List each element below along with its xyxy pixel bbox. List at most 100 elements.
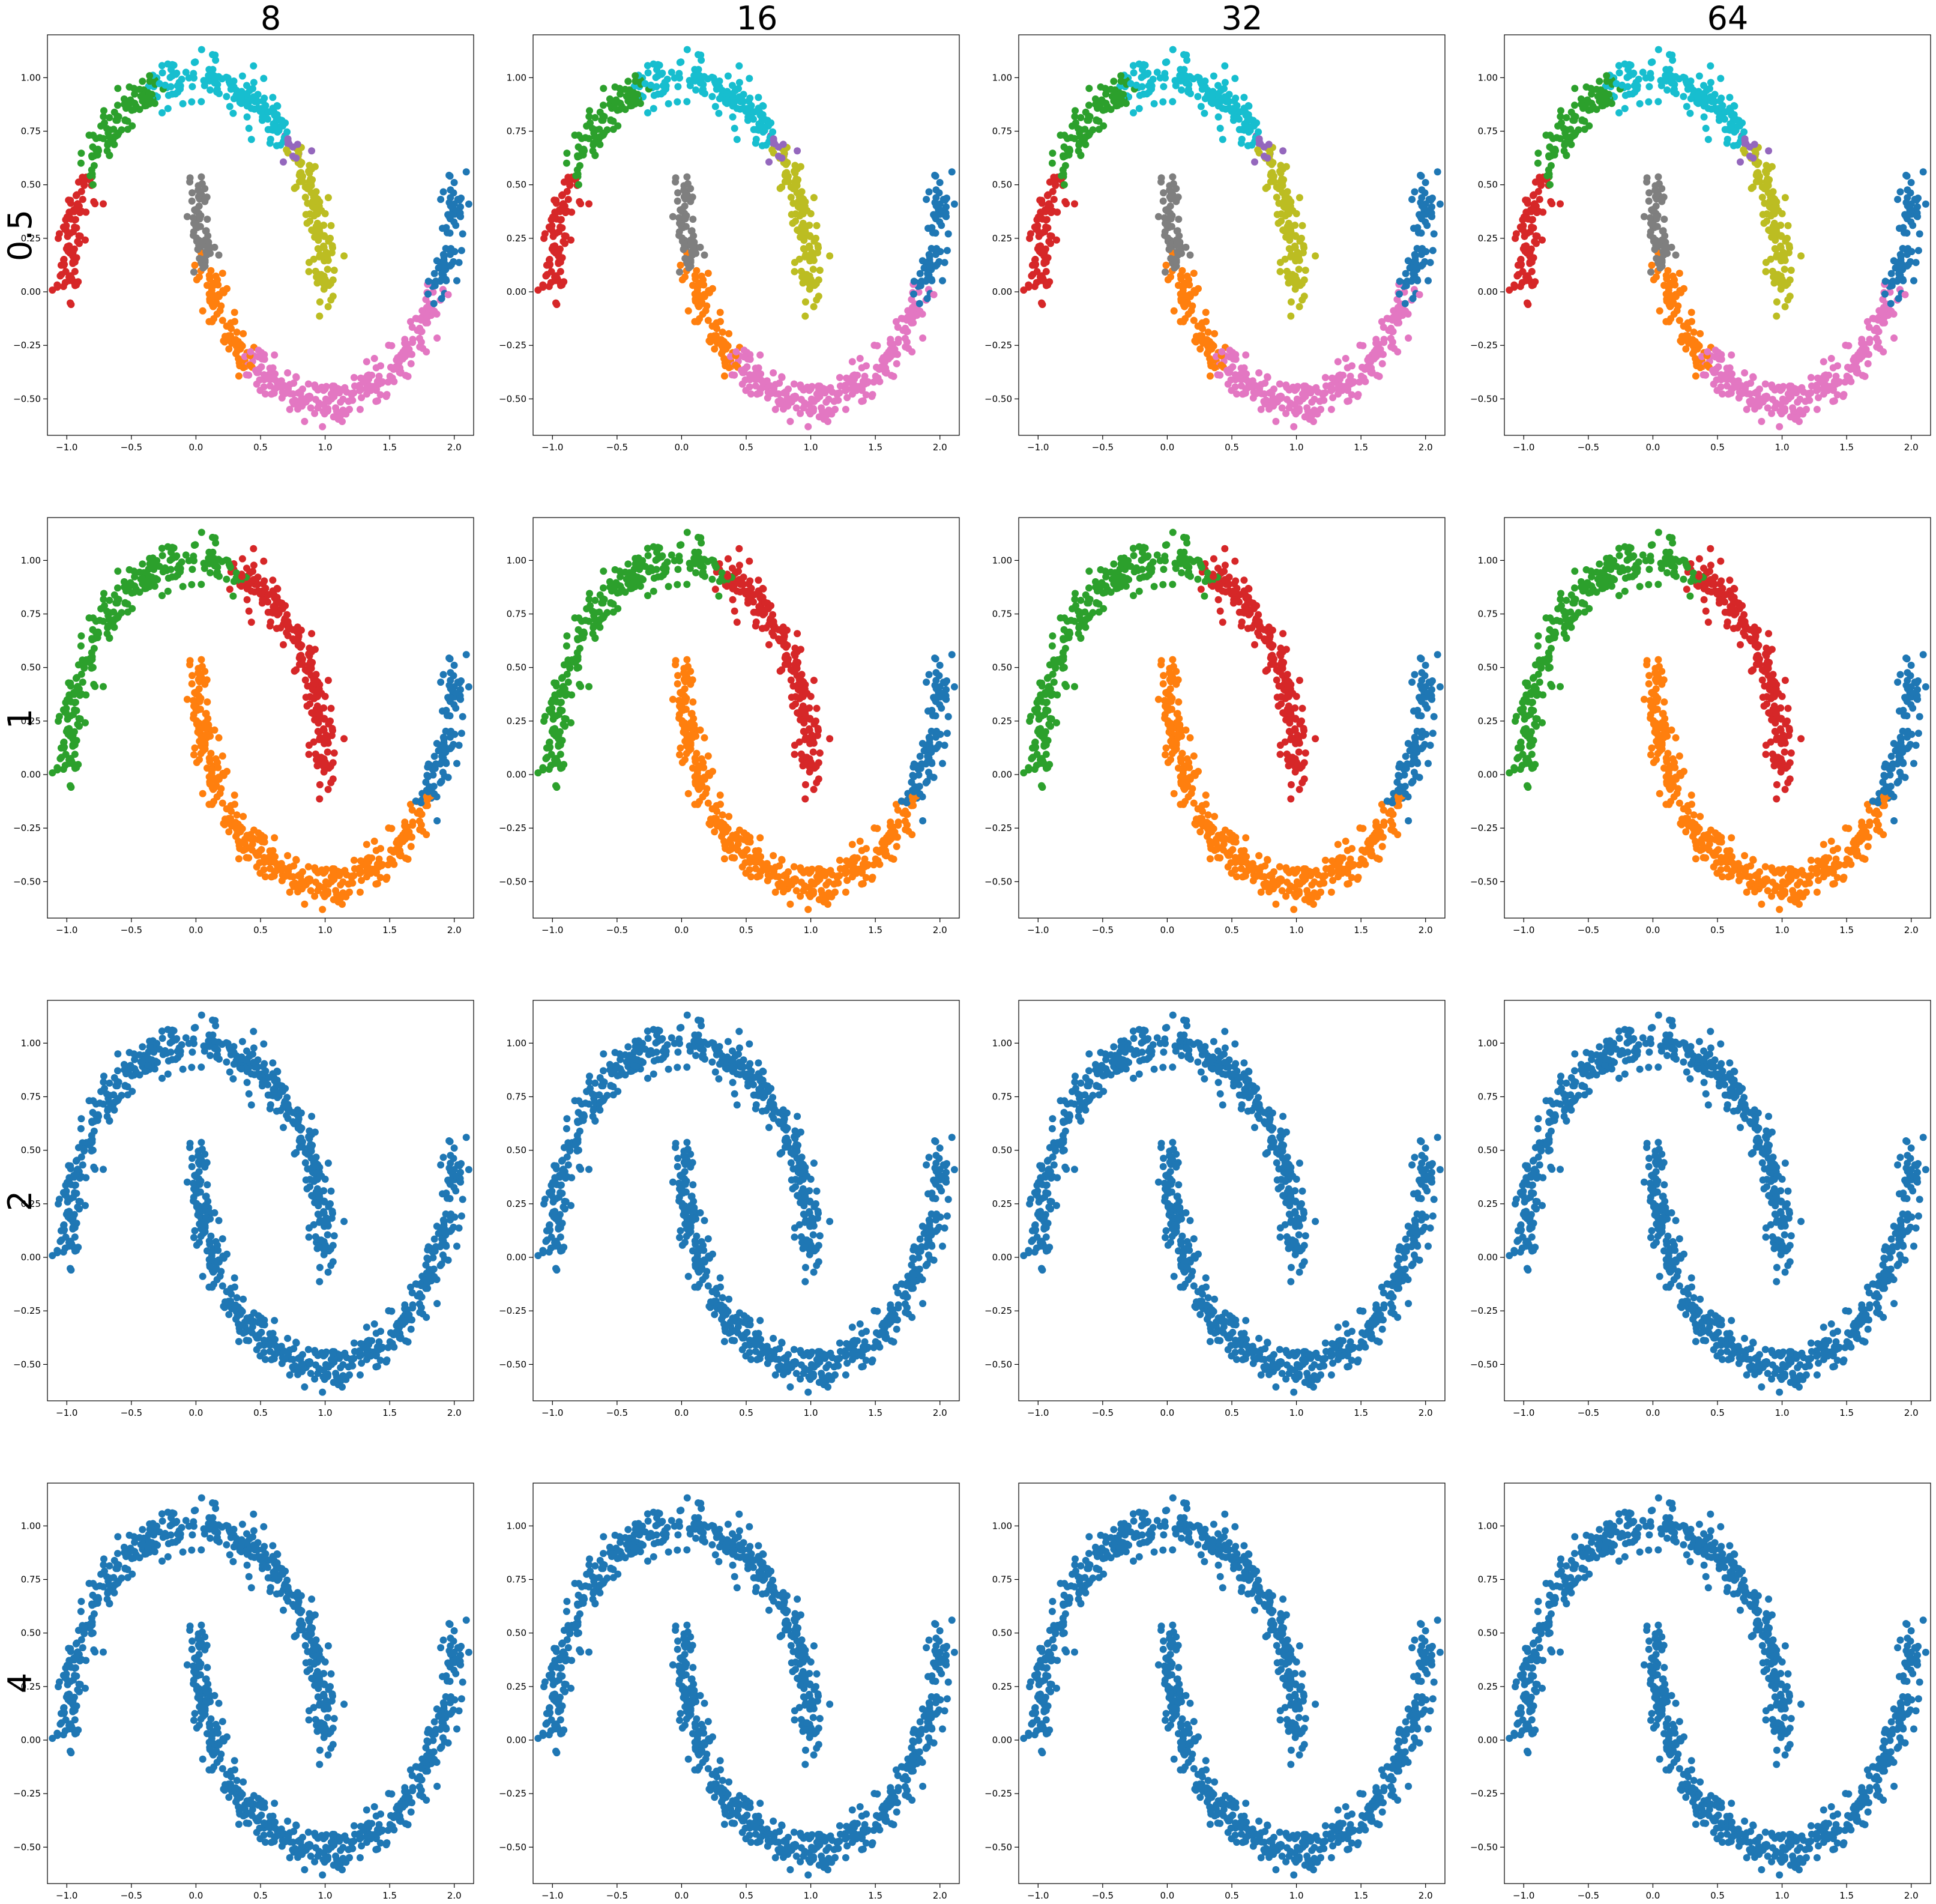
scatter-point	[1763, 162, 1770, 169]
scatter-point	[777, 396, 785, 404]
scatter-point	[189, 214, 197, 222]
scatter-point	[1282, 233, 1290, 241]
scatter-point	[295, 654, 303, 662]
scatter-point	[1895, 275, 1903, 283]
scatter-point	[312, 671, 320, 678]
scatter-point	[60, 256, 67, 264]
scatter-point	[146, 72, 154, 80]
scatter-point	[1727, 123, 1735, 131]
scatter-point	[292, 183, 300, 191]
scatter-point	[1794, 398, 1802, 406]
scatter-point	[1907, 189, 1914, 197]
scatter-point	[1865, 324, 1873, 331]
scatter-point	[204, 698, 211, 706]
scatter-point	[681, 242, 689, 249]
scatter-point	[1866, 336, 1874, 343]
scatter-point	[1172, 236, 1180, 244]
scatter-point	[365, 371, 373, 379]
scatter-point	[1781, 253, 1788, 261]
scatter-point	[745, 97, 753, 105]
scatter-point	[1546, 181, 1554, 189]
scatter-point	[188, 189, 196, 197]
scatter-point	[1205, 347, 1213, 355]
scatter-point	[650, 104, 657, 112]
scatter-point	[1781, 265, 1788, 273]
scatter-point	[1659, 227, 1666, 235]
scatter-point	[1380, 324, 1387, 331]
scatter-point	[729, 113, 737, 121]
scatter-point	[1201, 95, 1209, 103]
scatter-point	[256, 376, 264, 384]
scatter-point	[1526, 258, 1534, 266]
scatter-point	[424, 277, 432, 285]
scatter-point	[685, 264, 693, 272]
scatter-point	[1040, 258, 1048, 266]
scatter-point	[120, 578, 128, 585]
scatter-point	[1060, 181, 1068, 189]
scatter-point	[1167, 273, 1174, 281]
scatter-point	[182, 68, 190, 76]
scatter-point	[1285, 219, 1292, 227]
scatter-point	[1231, 97, 1238, 105]
scatter-point	[237, 100, 245, 107]
scatter-point	[346, 405, 353, 413]
scatter-point	[1418, 202, 1426, 210]
scatter-point	[1422, 218, 1429, 226]
scatter-point	[439, 188, 447, 196]
scatter-point	[794, 147, 801, 155]
scatter-point	[715, 109, 723, 117]
scatter-point	[1273, 211, 1281, 219]
scatter-point	[1603, 72, 1611, 80]
scatter-point	[711, 345, 719, 353]
scatter-point	[1173, 227, 1181, 235]
scatter-point	[683, 173, 691, 181]
scatter-point	[301, 193, 309, 201]
scatter-point	[765, 158, 773, 166]
scatter-point	[950, 200, 958, 208]
scatter-point	[1842, 342, 1850, 349]
scatter-point	[1396, 277, 1404, 285]
scatter-point	[559, 191, 566, 199]
y-tick-label: 1.00	[21, 72, 41, 83]
scatter-point	[551, 214, 559, 222]
scatter-point	[573, 166, 581, 174]
scatter-point	[1289, 271, 1296, 279]
scatter-point	[1669, 298, 1677, 306]
x-tick-label: −0.5	[606, 442, 628, 453]
scatter-point	[139, 560, 146, 568]
scatter-point	[158, 591, 166, 599]
scatter-point	[916, 270, 924, 277]
scatter-point	[1342, 355, 1349, 362]
scatter-point	[1298, 222, 1306, 229]
scatter-point	[1136, 91, 1144, 99]
scatter-point	[1354, 391, 1362, 399]
scatter-point	[310, 695, 318, 703]
scatter-point	[1312, 252, 1319, 260]
scatter-point	[233, 811, 241, 819]
scatter-point	[1817, 378, 1824, 386]
scatter-point	[1287, 298, 1295, 306]
scatter-point	[373, 863, 381, 871]
scatter-point	[188, 98, 196, 106]
scatter-point	[214, 281, 222, 289]
scatter-point	[60, 739, 67, 746]
scatter-point	[292, 637, 300, 645]
scatter-point	[717, 336, 725, 344]
scatter-point	[1321, 373, 1329, 381]
scatter-point	[1662, 318, 1670, 325]
scatter-point	[802, 207, 810, 214]
scatter-point	[806, 244, 813, 252]
scatter-point	[936, 179, 944, 186]
scatter-point	[219, 287, 227, 294]
scatter-point	[1646, 214, 1654, 222]
scatter-point	[327, 779, 335, 787]
scatter-point	[1563, 113, 1570, 121]
y-tick-label: 0.50	[1478, 180, 1498, 190]
scatter-point	[791, 394, 799, 402]
scatter-point	[1169, 98, 1177, 106]
scatter-point	[76, 240, 83, 247]
scatter-point	[1046, 278, 1054, 286]
scatter-point	[167, 83, 175, 91]
scatter-point	[600, 129, 608, 137]
scatter-point	[1274, 219, 1282, 227]
